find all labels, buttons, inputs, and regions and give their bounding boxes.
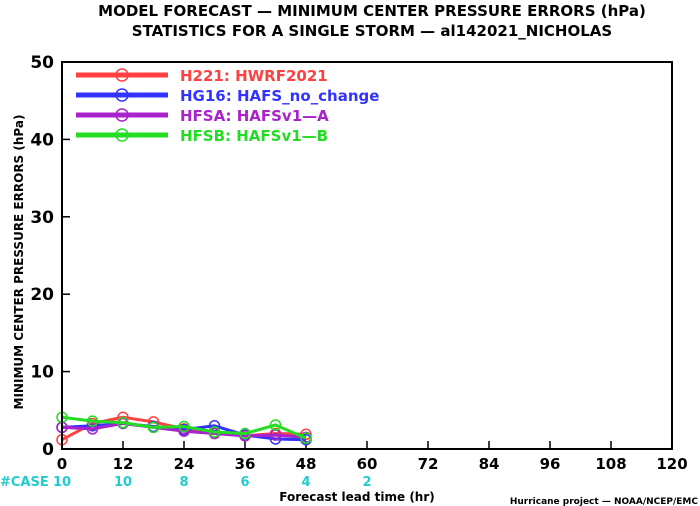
case-count: 10: [114, 475, 132, 490]
y-tick-label: 10: [30, 363, 54, 383]
plot-frame: [61, 61, 673, 450]
legend-marker: [115, 128, 129, 142]
x-tick-label: 72: [418, 455, 439, 473]
y-tick-label: 20: [30, 285, 54, 305]
series-point: [208, 426, 221, 438]
series-point: [300, 432, 312, 444]
case-count: 4: [301, 475, 310, 490]
case-label: #CASE: [0, 475, 49, 490]
x-tick-label: 96: [540, 455, 561, 473]
x-tick-label: 0: [57, 455, 67, 473]
x-tick-label: 12: [113, 455, 134, 473]
series-line: [61, 415, 307, 440]
case-count: 6: [240, 475, 249, 490]
legend-marker: [115, 88, 129, 102]
case-count: 2: [362, 475, 371, 490]
x-tick-label: 24: [174, 455, 195, 473]
series-point: [239, 427, 251, 440]
series-line: [61, 421, 307, 442]
chart-subtitle: STATISTICS FOR A SINGLE STORM — al142021…: [132, 22, 612, 40]
x-tick-label: 120: [656, 455, 687, 473]
x-tick-label: 60: [357, 455, 378, 473]
y-tick-label: 50: [30, 53, 54, 73]
legend-label: HFSB: HAFSv1—B: [180, 127, 328, 145]
y-tick-label: 30: [30, 208, 54, 228]
x-tick-label: 108: [595, 455, 626, 473]
legend-label: HFSA: HAFSv1—A: [180, 107, 329, 125]
legend-marker: [115, 68, 129, 82]
x-tick-label: 36: [235, 455, 256, 473]
x-tick-label: 84: [479, 455, 500, 473]
series-point: [147, 421, 160, 434]
legend-label: HG16: HAFS_no_change: [180, 87, 379, 105]
series-point: [117, 416, 129, 429]
credit-text: Hurricane project — NOAA/NCEP/EMC: [510, 497, 699, 506]
case-count: 8: [179, 475, 188, 490]
y-tick-label: 0: [42, 440, 54, 460]
series-point: [269, 419, 282, 431]
y-axis-label: MINIMUM CENTER PRESSURE ERRORS (hPa): [12, 115, 26, 410]
x-axis-label: Forecast lead time (hr): [279, 490, 435, 504]
legend-label: H221: HWRF2021: [180, 67, 328, 85]
legend-marker: [115, 108, 129, 122]
series-point: [86, 423, 99, 435]
series-point: [86, 415, 99, 427]
x-tick-label: 48: [296, 455, 317, 473]
y-tick-label: 40: [30, 130, 54, 150]
case-count: 10: [53, 475, 71, 490]
series-point: [178, 420, 190, 433]
chart-title: MODEL FORECAST — MINIMUM CENTER PRESSURE…: [98, 2, 646, 20]
